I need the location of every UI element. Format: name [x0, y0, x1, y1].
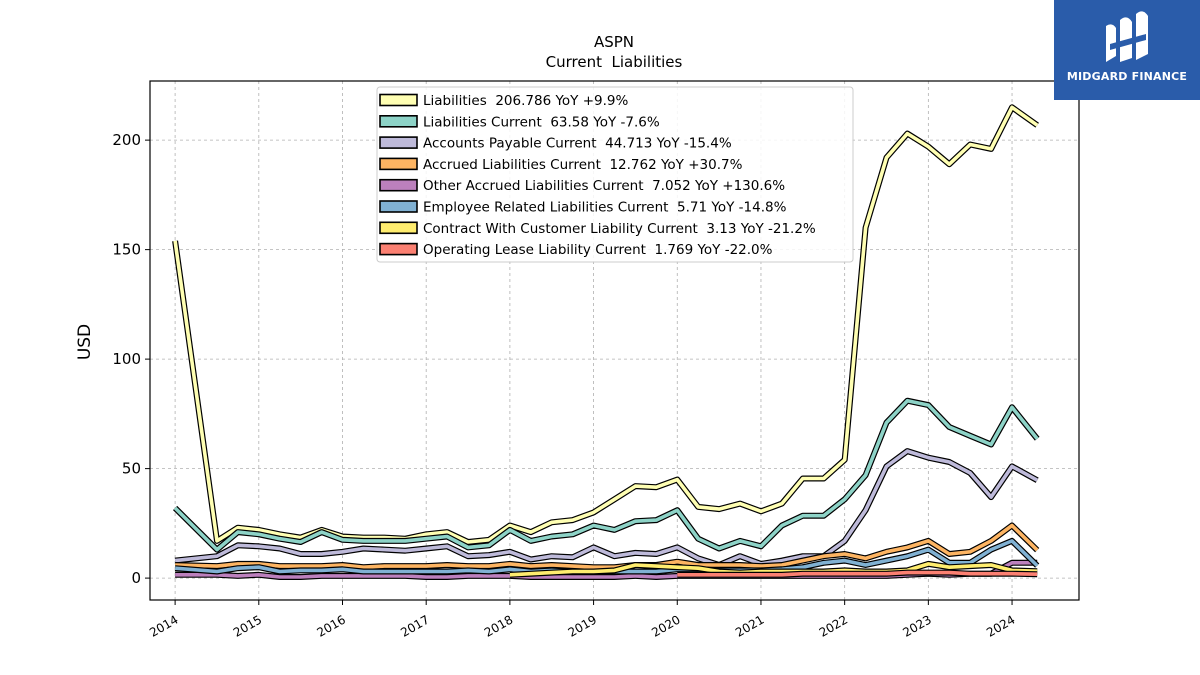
y-tick-label: 50	[122, 460, 141, 478]
series-line-operating-lease-liability-current	[677, 570, 1038, 577]
brand-logo: MIDGARD FINANCE	[1054, 0, 1200, 100]
y-tick-label: 0	[131, 569, 141, 587]
legend-swatch	[379, 178, 418, 192]
chart-subtitle: Current Liabilities	[546, 53, 683, 71]
legend-entry: Accounts Payable Current 44.713 YoY -15.…	[423, 136, 732, 152]
legend-swatch	[379, 200, 418, 213]
y-axis-label: USD	[75, 324, 95, 360]
chart-title: ASPN	[594, 33, 634, 51]
midgard-logo-icon	[1106, 11, 1148, 62]
series-line-accrued-liabilities-current	[175, 523, 1039, 570]
legend-swatch	[379, 136, 418, 149]
x-tick-label: 2020	[649, 612, 682, 639]
brand-name: MIDGARD FINANCE	[1066, 70, 1188, 83]
legend-entry: Accrued Liabilities Current 12.762 YoY +…	[423, 157, 743, 173]
legend-entry: Liabilities 206.786 YoY +9.9%	[423, 93, 628, 109]
legend-box	[376, 86, 854, 263]
legend-swatch	[379, 242, 418, 256]
series-group	[172, 104, 1040, 580]
x-tick-label: 2015	[231, 612, 264, 639]
x-tick-label: 2019	[566, 612, 599, 639]
y-tick-label: 150	[112, 241, 141, 259]
legend-swatch	[379, 157, 418, 171]
legend-entry: Liabilities Current 63.58 YoY -7.6%	[423, 114, 660, 130]
x-tick-label: 2022	[817, 612, 850, 639]
legend-swatch	[379, 115, 418, 128]
x-tick-label: 2024	[984, 612, 1017, 639]
legend-swatch	[379, 93, 418, 107]
x-tick-label: 2023	[900, 612, 933, 639]
x-tick-label: 2016	[315, 612, 348, 639]
series-line-contract-with-customer-liability-current	[509, 562, 1038, 577]
x-tick-label: 2021	[733, 612, 766, 639]
chart-legend: Liabilities 206.786 YoY +9.9% Liabilities…	[376, 86, 854, 263]
x-tick-label: 2014	[147, 612, 180, 639]
legend-entry: Employee Related Liabilities Current 5.7…	[423, 200, 787, 216]
plot-frame	[149, 80, 1080, 601]
legend-swatch	[379, 221, 418, 235]
y-tick-label: 200	[112, 131, 141, 149]
series-line-accounts-payable-current	[174, 449, 1039, 567]
legend-entry: Operating Lease Liability Current 1.769 …	[423, 242, 773, 258]
series-line-liabilities-current	[173, 398, 1039, 552]
y-tick-label: 100	[112, 350, 141, 368]
x-tick-label: 2018	[482, 612, 515, 639]
legend-entry: Contract With Customer Liability Current…	[423, 221, 816, 237]
x-tick-label: 2017	[398, 612, 431, 639]
legend-entry: Other Accrued Liabilities Current 7.052 …	[423, 178, 785, 194]
